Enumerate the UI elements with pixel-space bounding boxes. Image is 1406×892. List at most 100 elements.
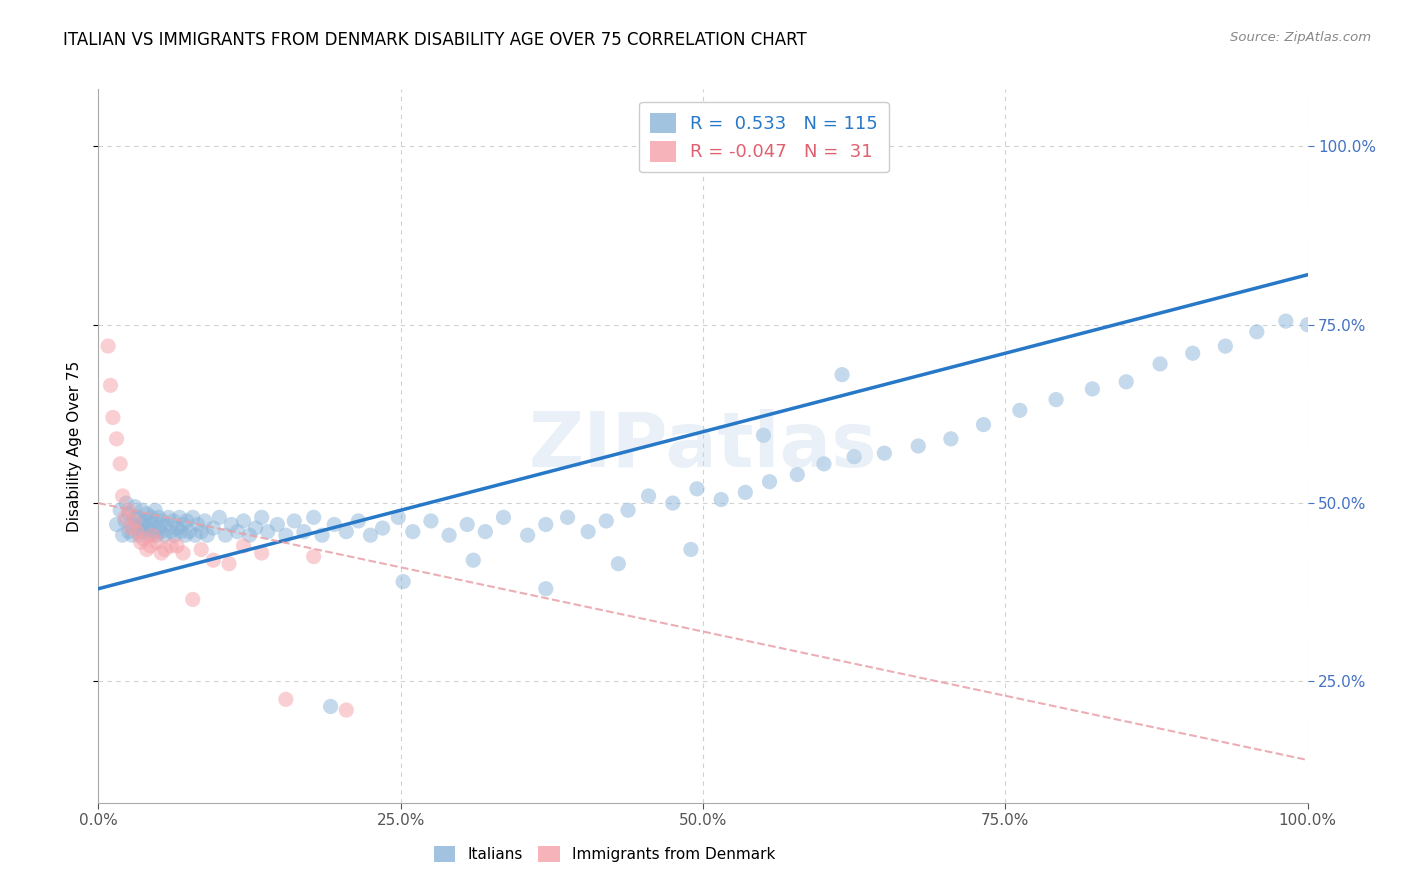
Point: [139, 539, 162, 553]
Point: [492, 510, 515, 524]
Point: [124, 510, 146, 524]
Text: ZIPatlas: ZIPatlas: [529, 409, 877, 483]
Point: [939, 432, 962, 446]
Point: [752, 428, 775, 442]
Legend: R =  0.533   N = 115, R = -0.047   N =  31: R = 0.533 N = 115, R = -0.047 N = 31: [640, 102, 889, 172]
Point: [135, 521, 157, 535]
Point: [335, 524, 357, 539]
Point: [157, 510, 180, 524]
Point: [256, 524, 278, 539]
Point: [576, 524, 599, 539]
Y-axis label: Disability Age Over 75: Disability Age Over 75: [67, 360, 83, 532]
Point: [150, 524, 173, 539]
Point: [142, 524, 165, 539]
Point: [347, 514, 370, 528]
Point: [120, 517, 142, 532]
Point: [139, 517, 162, 532]
Point: [245, 521, 267, 535]
Point: [1246, 325, 1268, 339]
Point: [115, 496, 138, 510]
Point: [181, 510, 204, 524]
Point: [637, 489, 659, 503]
Point: [239, 528, 262, 542]
Point: [163, 528, 186, 542]
Point: [160, 524, 183, 539]
Point: [120, 521, 142, 535]
Point: [226, 524, 249, 539]
Point: [174, 528, 197, 542]
Point: [557, 510, 579, 524]
Point: [127, 510, 149, 524]
Point: [134, 514, 156, 528]
Point: [214, 528, 236, 542]
Point: [124, 514, 146, 528]
Point: [108, 503, 131, 517]
Point: [114, 514, 136, 528]
Point: [150, 546, 173, 560]
Point: [208, 510, 231, 524]
Point: [474, 524, 496, 539]
Point: [402, 524, 425, 539]
Point: [114, 510, 136, 524]
Point: [172, 517, 194, 532]
Point: [420, 514, 443, 528]
Point: [250, 510, 273, 524]
Point: [758, 475, 780, 489]
Point: [118, 503, 141, 517]
Point: [145, 528, 167, 542]
Point: [463, 553, 485, 567]
Point: [266, 517, 288, 532]
Point: [181, 592, 204, 607]
Point: [617, 503, 640, 517]
Point: [195, 528, 218, 542]
Point: [100, 378, 122, 392]
Point: [141, 510, 163, 524]
Point: [176, 514, 198, 528]
Point: [319, 699, 342, 714]
Point: [534, 582, 557, 596]
Point: [786, 467, 808, 482]
Point: [679, 542, 702, 557]
Point: [152, 514, 174, 528]
Text: Source: ZipAtlas.com: Source: ZipAtlas.com: [1230, 31, 1371, 45]
Point: [202, 553, 225, 567]
Point: [194, 514, 217, 528]
Point: [283, 514, 305, 528]
Point: [108, 457, 131, 471]
Text: ITALIAN VS IMMIGRANTS FROM DENMARK DISABILITY AGE OVER 75 CORRELATION CHART: ITALIAN VS IMMIGRANTS FROM DENMARK DISAB…: [63, 31, 807, 49]
Point: [1045, 392, 1067, 407]
Legend: Italians, Immigrants from Denmark: Italians, Immigrants from Denmark: [427, 840, 782, 868]
Point: [311, 528, 333, 542]
Point: [274, 528, 297, 542]
Point: [153, 542, 176, 557]
Point: [145, 535, 167, 549]
Point: [127, 524, 149, 539]
Point: [202, 521, 225, 535]
Point: [129, 535, 152, 549]
Point: [127, 521, 149, 535]
Point: [292, 524, 315, 539]
Point: [218, 557, 240, 571]
Point: [516, 528, 538, 542]
Point: [179, 524, 201, 539]
Point: [187, 517, 209, 532]
Point: [907, 439, 929, 453]
Point: [166, 521, 188, 535]
Point: [169, 510, 191, 524]
Point: [135, 507, 157, 521]
Point: [274, 692, 297, 706]
Point: [1215, 339, 1237, 353]
Point: [437, 528, 460, 542]
Point: [190, 524, 212, 539]
Point: [232, 539, 254, 553]
Point: [148, 521, 170, 535]
Point: [128, 528, 150, 542]
Point: [138, 528, 160, 542]
Point: [1081, 382, 1104, 396]
Point: [1115, 375, 1137, 389]
Point: [686, 482, 709, 496]
Point: [392, 574, 415, 589]
Point: [118, 507, 141, 521]
Point: [143, 503, 166, 517]
Point: [1296, 318, 1319, 332]
